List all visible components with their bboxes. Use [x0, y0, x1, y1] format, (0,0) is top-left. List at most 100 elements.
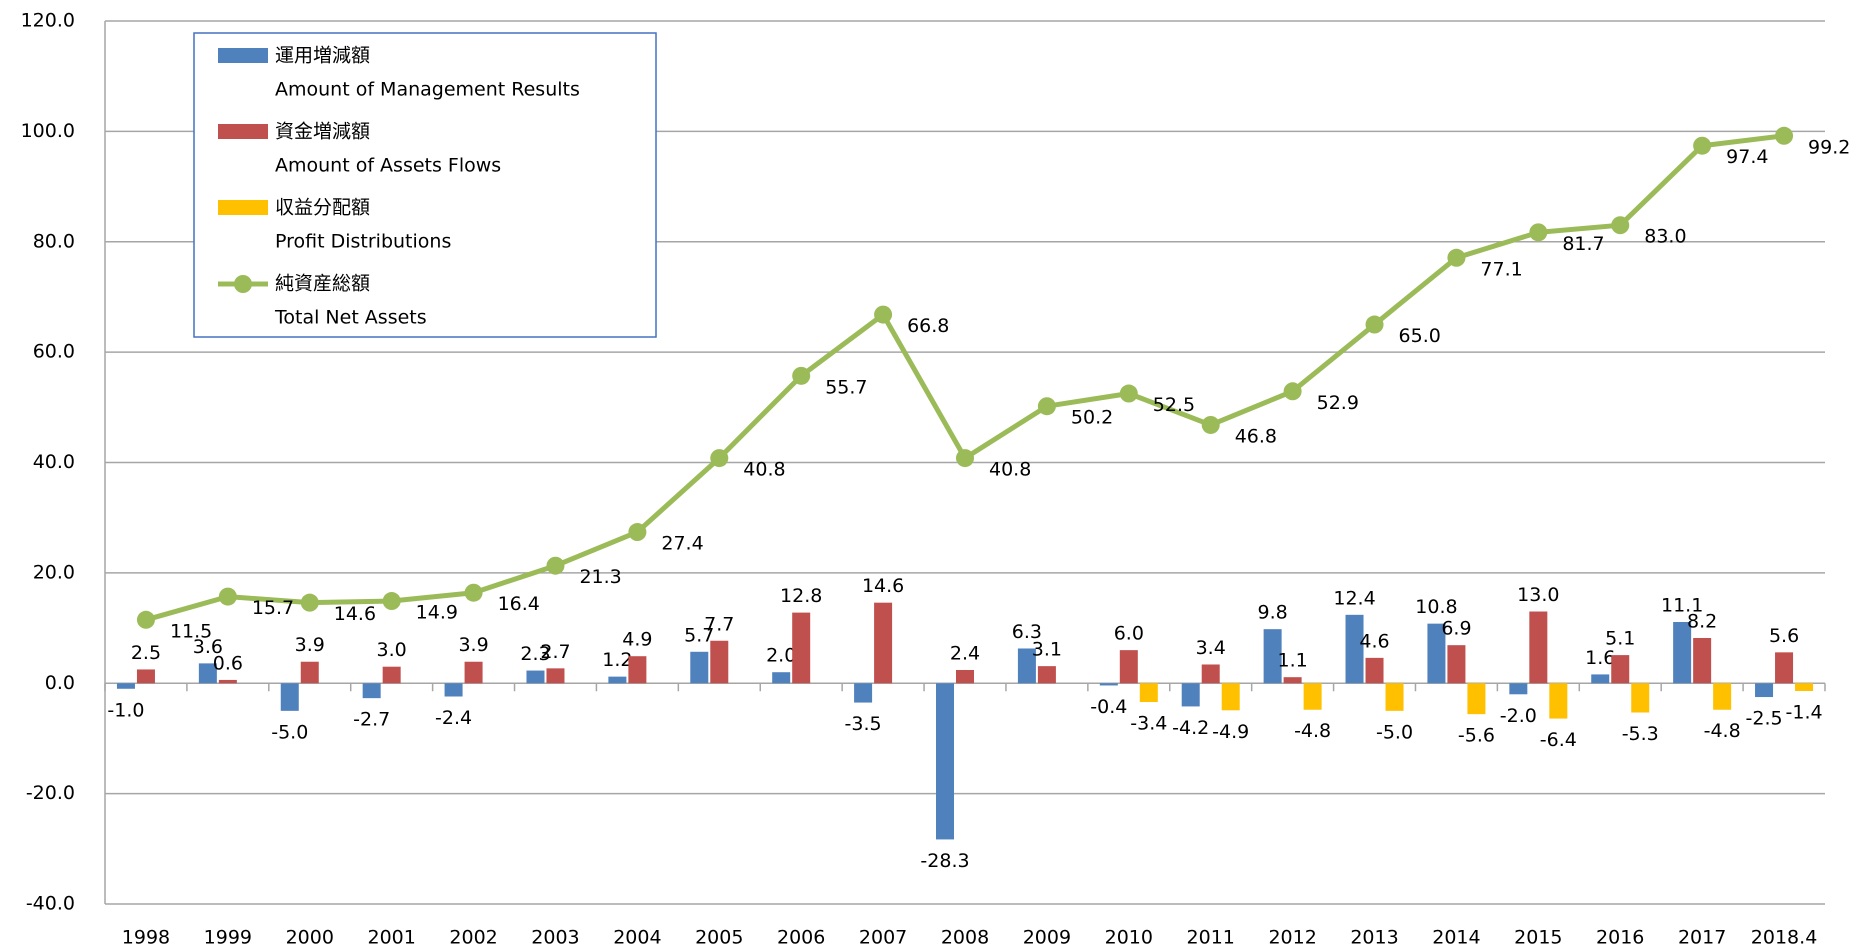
- marker: [1365, 315, 1384, 334]
- data-label: -2.4: [435, 707, 472, 729]
- data-label: -3.5: [845, 713, 882, 735]
- data-label: 3.6: [193, 636, 223, 658]
- data-label: 2.5: [131, 642, 161, 664]
- data-label: 40.8: [743, 459, 785, 481]
- bar: [1303, 683, 1322, 710]
- data-label: 55.7: [825, 376, 867, 398]
- x-tick-label: 2011: [1187, 927, 1235, 949]
- x-tick-label: 2006: [777, 927, 825, 949]
- bar: [1181, 683, 1200, 707]
- x-tick-label: 2010: [1105, 927, 1153, 949]
- data-label: 83.0: [1644, 226, 1686, 248]
- bar: [1529, 611, 1548, 684]
- data-label: 6.3: [1012, 621, 1042, 643]
- marker: [710, 449, 729, 468]
- bar: [1099, 683, 1118, 686]
- x-tick-label: 2002: [449, 927, 497, 949]
- legend-label: 純資産総額: [275, 273, 370, 295]
- bar: [1345, 614, 1364, 684]
- data-label: 11.1: [1661, 594, 1703, 616]
- marker: [1283, 382, 1302, 401]
- data-label: 9.8: [1258, 602, 1288, 624]
- x-tick-label: 2016: [1596, 927, 1644, 949]
- marker: [1201, 415, 1220, 434]
- data-label: 3.0: [377, 639, 407, 661]
- data-label: 15.7: [252, 597, 294, 619]
- bar: [1713, 683, 1732, 710]
- y-tick-label: -40.0: [26, 893, 75, 915]
- data-label: 0.6: [213, 652, 243, 674]
- bar: [1283, 677, 1302, 684]
- marker: [136, 610, 155, 629]
- data-label: 13.0: [1517, 584, 1559, 606]
- data-label: 2.7: [540, 641, 570, 663]
- bar: [1755, 683, 1774, 698]
- bar: [1447, 645, 1466, 684]
- data-label: -5.0: [1376, 721, 1413, 743]
- legend-label: 資金増減額: [275, 121, 370, 143]
- x-tick-label: 2012: [1268, 927, 1316, 949]
- bar: [1263, 629, 1282, 684]
- data-label: 10.8: [1415, 596, 1457, 618]
- marker: [1447, 248, 1466, 267]
- bar: [628, 656, 647, 684]
- bar: [1385, 683, 1404, 711]
- data-label: 2.3: [520, 643, 550, 665]
- legend: 運用増減額 Amount of Management Results 資金増減額 Am…: [193, 32, 657, 338]
- data-label: 1.2: [602, 649, 632, 671]
- marker: [1119, 384, 1138, 403]
- bar: [1139, 683, 1158, 703]
- data-label: 27.4: [661, 533, 703, 555]
- bar: [710, 640, 729, 684]
- legend-swatch: [234, 275, 252, 293]
- bar: [874, 602, 893, 684]
- bar: [792, 612, 811, 684]
- bar: [198, 663, 217, 684]
- legend-label: Amount of Assets Flows: [275, 155, 501, 177]
- data-label: 52.9: [1317, 392, 1359, 414]
- data-label: 65.0: [1399, 325, 1441, 347]
- bar: [444, 683, 463, 697]
- data-label: -4.9: [1212, 721, 1249, 743]
- data-label: 8.2: [1687, 610, 1717, 632]
- data-label: 16.4: [498, 593, 540, 615]
- data-label: 5.7: [684, 624, 714, 646]
- bar: [300, 661, 319, 684]
- data-label: 2.4: [950, 643, 980, 665]
- legend-swatch: [218, 124, 268, 139]
- marker: [1529, 223, 1548, 242]
- bar: [690, 651, 709, 684]
- y-tick-label: -20.0: [26, 782, 75, 804]
- data-label: -2.5: [1746, 708, 1783, 730]
- data-label: 4.9: [622, 629, 652, 651]
- legend-swatch: [218, 48, 268, 63]
- data-label: 5.1: [1605, 628, 1635, 650]
- x-tick-label: 2007: [859, 927, 907, 949]
- x-tick-label: 1998: [122, 927, 170, 949]
- bar: [1017, 648, 1036, 684]
- bar: [1775, 652, 1794, 684]
- data-label: -6.4: [1540, 729, 1577, 751]
- y-tick-label: 100.0: [21, 120, 75, 142]
- data-label: -4.8: [1704, 720, 1741, 742]
- data-label: -4.2: [1172, 717, 1209, 739]
- x-tick-label: 2005: [695, 927, 743, 949]
- data-label: 50.2: [1071, 407, 1113, 429]
- data-label: 4.6: [1359, 630, 1389, 652]
- bar: [1673, 621, 1692, 684]
- legend-label: 収益分配額: [275, 197, 370, 219]
- x-tick-label: 2015: [1514, 927, 1562, 949]
- marker: [1693, 136, 1712, 155]
- bar: [362, 683, 381, 699]
- legend-label: 運用増減額: [275, 45, 370, 67]
- data-label: 3.9: [458, 634, 488, 656]
- data-label: 14.9: [416, 602, 458, 624]
- marker: [792, 366, 811, 385]
- x-tick-label: 2008: [941, 927, 989, 949]
- bar: [936, 683, 954, 840]
- data-label: 6.9: [1441, 618, 1471, 640]
- bar: [956, 670, 974, 684]
- y-tick-label: 20.0: [33, 561, 75, 583]
